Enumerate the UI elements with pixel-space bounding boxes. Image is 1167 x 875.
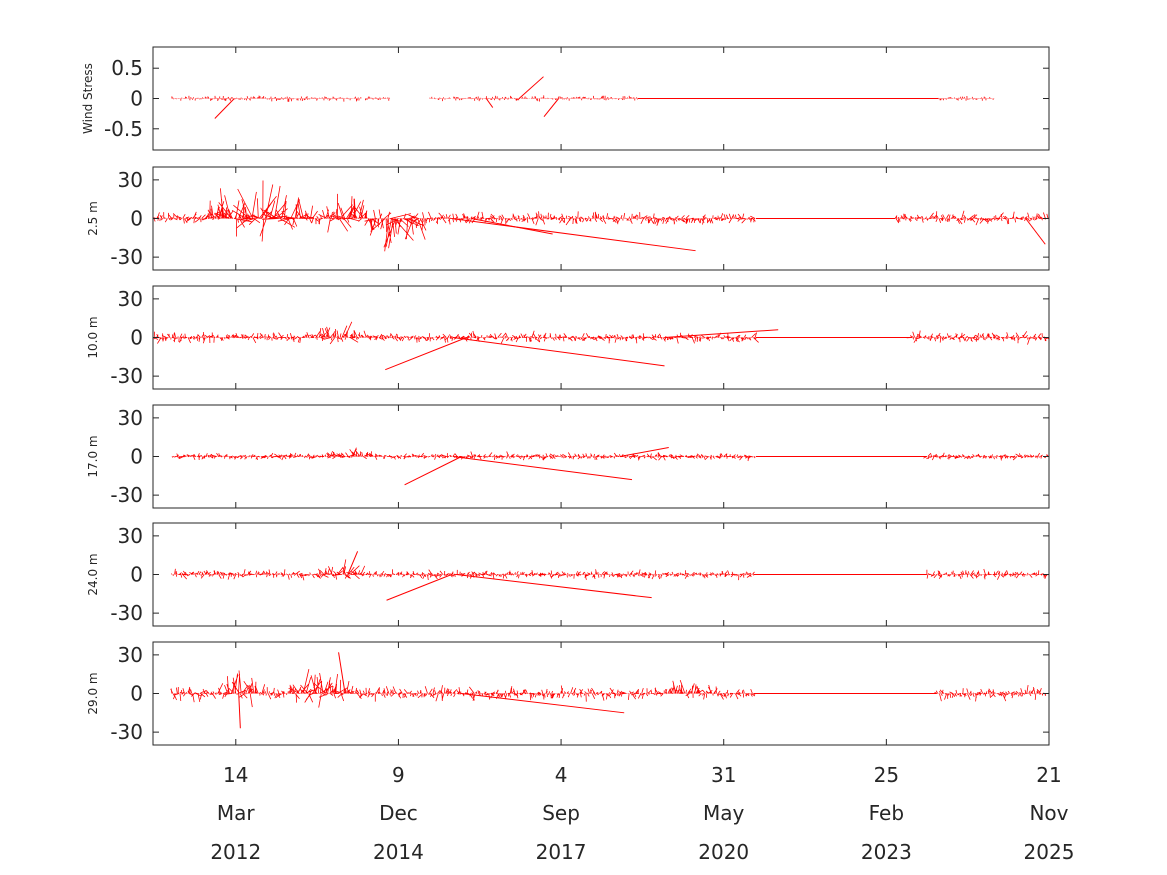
y-tick-label: -0.5 bbox=[104, 117, 143, 141]
panel-5: 30 0 -30 24.0 m bbox=[86, 522, 1050, 627]
vector-sticks bbox=[429, 96, 451, 102]
x-tick-label-month: Sep bbox=[542, 801, 580, 825]
vector-spike bbox=[518, 76, 544, 99]
vector-spike bbox=[461, 693, 625, 714]
y-tick-label: 30 bbox=[118, 168, 143, 192]
panels-group: 0.5 0 -0.5 Wind Stress 30 0 -30 2.5 m 30 0 -30 10.0… bbox=[81, 46, 1050, 746]
vector-sticks bbox=[170, 669, 756, 708]
y-tick-label: -30 bbox=[110, 483, 143, 507]
vector-spike bbox=[451, 218, 696, 252]
panel-vectors bbox=[171, 76, 995, 119]
vector-sticks bbox=[171, 95, 362, 102]
vector-spike bbox=[386, 574, 452, 601]
y-tick-label: -30 bbox=[110, 364, 143, 388]
y-tick-label: -30 bbox=[110, 720, 143, 744]
panel-3: 30 0 -30 10.0 m bbox=[86, 285, 1050, 390]
vector-spike bbox=[471, 218, 553, 235]
vector-spike bbox=[385, 337, 467, 371]
y-axis-label: Wind Stress bbox=[81, 63, 95, 134]
vector-spike bbox=[619, 446, 669, 457]
y-tick-label: 0 bbox=[130, 445, 143, 469]
vector-sticks bbox=[453, 95, 638, 102]
x-tick-label-year: 2012 bbox=[210, 840, 261, 864]
panel-vectors bbox=[153, 180, 1049, 252]
y-tick-label: -30 bbox=[110, 245, 143, 269]
x-tick-label-year: 2020 bbox=[698, 840, 749, 864]
y-tick-label: 30 bbox=[118, 643, 143, 667]
y-tick-label: 30 bbox=[118, 524, 143, 548]
x-tick-label-month: Mar bbox=[217, 801, 256, 825]
y-tick-label: 0 bbox=[130, 207, 143, 231]
y-tick-label: 30 bbox=[118, 287, 143, 311]
vector-sticks bbox=[365, 96, 391, 101]
vector-spike bbox=[664, 329, 779, 338]
panel-vectors bbox=[153, 321, 1049, 371]
vector-spike bbox=[347, 551, 359, 575]
x-tick-label-day: 9 bbox=[392, 763, 405, 787]
x-tick-label-month: Feb bbox=[869, 801, 904, 825]
x-tick-label-year: 2025 bbox=[1024, 840, 1075, 864]
y-tick-label: 0.5 bbox=[111, 56, 143, 80]
vector-spike bbox=[456, 574, 652, 599]
vector-sticks bbox=[153, 321, 759, 345]
vector-spike bbox=[338, 652, 346, 694]
vector-spike bbox=[485, 98, 494, 108]
panel-1: 0.5 0 -0.5 Wind Stress bbox=[81, 46, 1050, 151]
y-axis-label: 2.5 m bbox=[86, 201, 100, 236]
vector-sticks bbox=[926, 568, 1049, 580]
x-tick-label-day: 31 bbox=[711, 763, 736, 787]
y-axis-label: 17.0 m bbox=[86, 435, 100, 477]
panel-vectors bbox=[171, 551, 1049, 601]
y-tick-label: 0 bbox=[130, 563, 143, 587]
vector-sticks bbox=[934, 685, 1047, 702]
vector-spike bbox=[404, 456, 462, 486]
x-tick-label-month: Dec bbox=[379, 801, 418, 825]
vector-spike bbox=[238, 693, 241, 729]
x-tick-label-year: 2017 bbox=[536, 840, 587, 864]
vector-sticks bbox=[171, 447, 756, 462]
x-tick-label-day: 14 bbox=[223, 763, 248, 787]
x-tick-label-day: 4 bbox=[555, 763, 568, 787]
vector-spike bbox=[543, 98, 560, 117]
y-axis-label: 10.0 m bbox=[86, 316, 100, 358]
panel-2: 30 0 -30 2.5 m bbox=[86, 166, 1050, 271]
vector-sticks bbox=[923, 452, 1049, 461]
panel-4: 30 0 -30 17.0 m bbox=[86, 404, 1050, 509]
x-tick-label-day: 25 bbox=[874, 763, 899, 787]
date-axis-labels: 14 Mar 2012 9 Dec 2014 4 Sep 2017 31 May 2020 25 Feb 2… bbox=[210, 763, 1074, 864]
y-axis-label: 24.0 m bbox=[86, 553, 100, 595]
x-tick-label-day: 21 bbox=[1036, 763, 1061, 787]
y-tick-label: 0 bbox=[130, 87, 143, 111]
vector-spike bbox=[453, 456, 633, 481]
y-tick-label: 0 bbox=[130, 326, 143, 350]
y-axis-label: 29.0 m bbox=[86, 672, 100, 714]
vector-spike bbox=[1025, 218, 1046, 245]
vector-sticks bbox=[937, 95, 995, 101]
x-tick-label-month: May bbox=[703, 801, 745, 825]
x-tick-label-month: Nov bbox=[1029, 801, 1068, 825]
panel-vectors bbox=[171, 446, 1049, 486]
vector-sticks bbox=[894, 210, 1049, 226]
x-tick-label-year: 2014 bbox=[373, 840, 424, 864]
vector-sticks bbox=[171, 559, 755, 581]
vector-spike bbox=[453, 337, 665, 367]
vector-sticks bbox=[906, 330, 1049, 345]
x-tick-label-year: 2023 bbox=[861, 840, 912, 864]
vector-sticks bbox=[153, 180, 756, 252]
panel-6: 30 0 -30 29.0 m bbox=[86, 641, 1050, 746]
panel-vectors bbox=[170, 652, 1047, 729]
y-tick-label: -30 bbox=[110, 601, 143, 625]
y-tick-label: 0 bbox=[130, 682, 143, 706]
y-tick-label: 30 bbox=[118, 406, 143, 430]
vector-spike bbox=[214, 98, 235, 119]
